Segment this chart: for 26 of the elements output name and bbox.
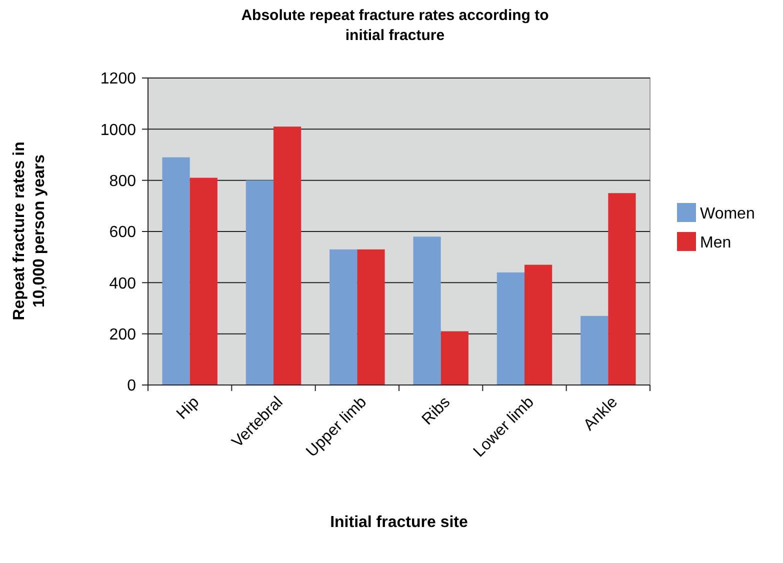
y-tick-label: 800 — [109, 172, 136, 190]
y-tick-label: 200 — [109, 326, 136, 344]
y-tick-label: 0 — [127, 378, 136, 395]
y-tick-label: 600 — [109, 224, 136, 242]
bar — [440, 331, 468, 385]
x-tick-label: Ribs — [419, 394, 454, 428]
legend-label: Men — [700, 234, 732, 252]
legend-label: Women — [700, 206, 755, 223]
bar — [246, 180, 274, 385]
bar — [608, 193, 636, 385]
bar — [524, 264, 552, 385]
x-axis-title: Initial fracture site — [330, 514, 468, 531]
bar — [496, 272, 524, 385]
chart-title: Absolute repeat fracture rates according to initial fracture — [241, 7, 549, 44]
y-axis-title: Repeat fracture rates in 10,000 person years — [11, 142, 48, 320]
y-tick-label: 400 — [109, 275, 136, 292]
bar — [413, 236, 441, 385]
bar — [330, 249, 358, 385]
y-tick-label: 1200 — [100, 70, 136, 88]
bar — [357, 249, 385, 385]
bar — [274, 126, 302, 385]
bar — [190, 178, 218, 385]
y-tick-label: 1000 — [100, 122, 136, 139]
bar — [162, 157, 190, 385]
x-tick-label: Hip — [174, 394, 203, 423]
bar — [580, 316, 608, 385]
